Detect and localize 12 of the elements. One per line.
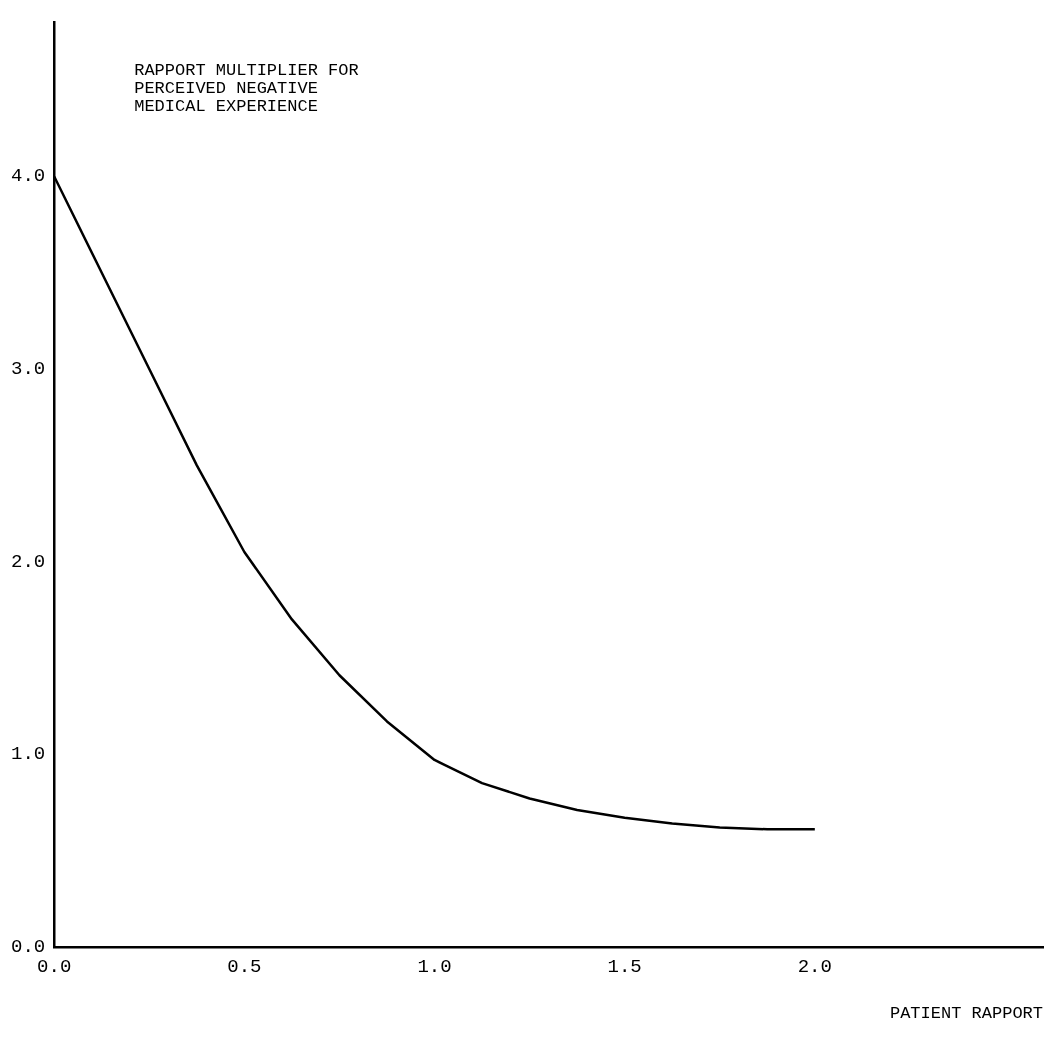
y-tick-label: 1.0 (10, 743, 46, 766)
y-tick-label: 2.0 (10, 550, 46, 573)
x-tick-label: 1.5 (607, 956, 642, 979)
y-tick-label: 4.0 (10, 165, 46, 188)
x-axis-title: PATIENT RAPPORT (889, 1004, 1043, 1024)
x-tick-label: 2.0 (797, 956, 832, 979)
x-tick-label: 1.0 (417, 956, 452, 979)
y-tick-label: 0.0 (10, 935, 46, 958)
x-tick-label: 0.0 (37, 956, 72, 979)
x-tick-label: 0.5 (227, 956, 262, 979)
text: RAPPORT MULTIPLIER FOR PERCEIVED NEGATIVE MEDICAL EXPERIENCE (134, 61, 359, 117)
y-tick-label: 3.0 (10, 358, 46, 381)
